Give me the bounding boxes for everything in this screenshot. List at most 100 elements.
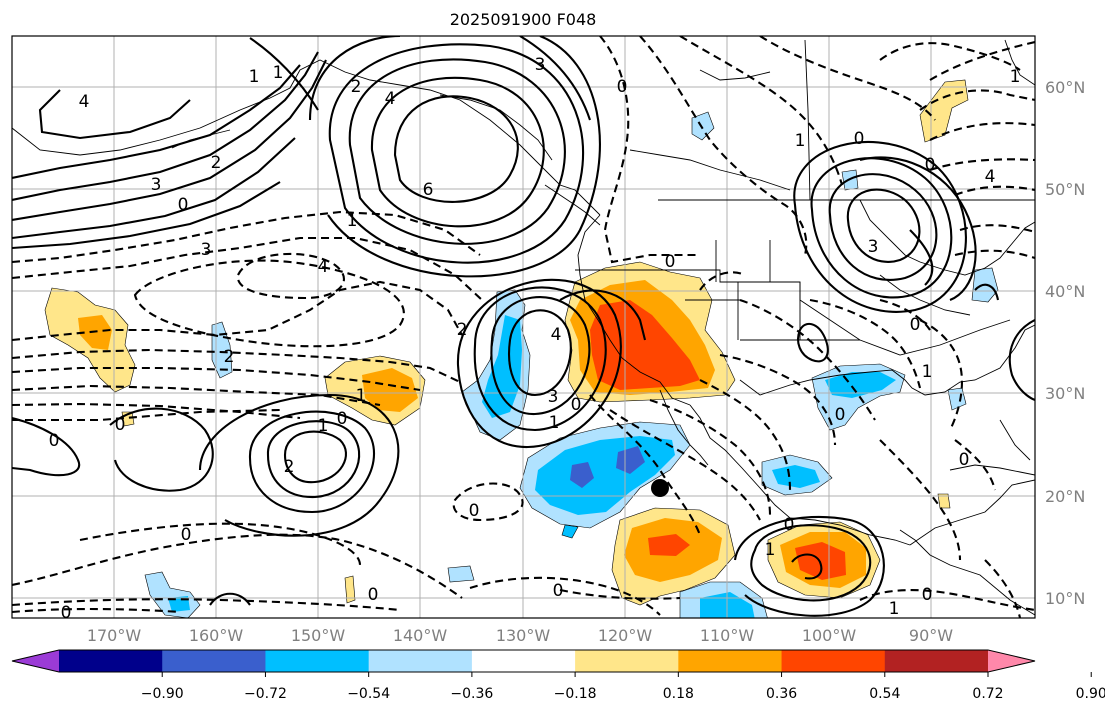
solid-contour-gulf-of-alaska — [393, 95, 519, 203]
colorbar-segment — [678, 650, 783, 672]
contour-label: 1 — [1010, 67, 1021, 87]
colorbar-tick-label: −0.90 — [141, 686, 184, 702]
contour-label: 3 — [201, 240, 212, 260]
contour-label: 1 — [347, 211, 358, 231]
colorbar-segment — [59, 650, 163, 672]
lon-label: 160°W — [189, 626, 244, 645]
colorbar-segment — [575, 650, 679, 672]
colorbar-tick-label: 0.72 — [972, 686, 1003, 702]
lon-label: 120°W — [598, 626, 653, 645]
longitude-labels: 170°W 160°W 150°W 140°W 130°W 120°W 110°… — [87, 626, 953, 645]
lon-label: 170°W — [87, 626, 142, 645]
contour-label: 2 — [224, 347, 235, 367]
dashed-contour-pacific-1 — [12, 210, 481, 264]
colorbar-tick-label: −0.72 — [244, 686, 287, 702]
contour-label: 1 — [765, 540, 776, 560]
colorbar-segment — [884, 650, 989, 672]
contour-label: 1 — [249, 67, 260, 87]
contour-label: 0 — [665, 252, 676, 272]
lon-label: 100°W — [802, 626, 857, 645]
map-area: 4 1 2 3 0 4 6 3 2 1 0 3 1 4 2 2 1 0 0 1 … — [12, 36, 1035, 623]
colorbar-segment — [368, 650, 473, 672]
colorbar-segment — [471, 650, 576, 672]
dashed-contour-south — [12, 533, 463, 599]
coastlines — [12, 39, 1035, 616]
contour-label: 0 — [61, 603, 72, 623]
latitude-labels: 60°N 50°N 40°N 30°N 20°N 10°N — [1045, 78, 1085, 608]
solid-contour-canada — [846, 188, 921, 263]
colorbar-tick-label: −0.54 — [347, 686, 390, 702]
dashed-contours — [12, 36, 1035, 618]
lat-label: 50°N — [1045, 180, 1085, 199]
contour-labels: 4 1 2 3 0 4 6 3 2 1 0 3 1 4 2 2 1 0 0 1 … — [49, 55, 1021, 623]
contour-label: 0 — [854, 129, 865, 149]
contour-label: 3 — [151, 175, 162, 195]
lon-label: 140°W — [393, 626, 448, 645]
lon-label: 150°W — [291, 626, 346, 645]
solid-contour-hawaii-ridge — [283, 430, 347, 484]
colorbar-tick-label: 0.54 — [869, 686, 900, 702]
lon-label: 110°W — [700, 626, 755, 645]
contour-label: 1 — [273, 63, 284, 83]
colorbar-tick-label: 0.36 — [766, 686, 797, 702]
contour-label: 3 — [548, 387, 559, 407]
lat-label: 10°N — [1045, 589, 1085, 608]
colorbar-segment — [162, 650, 266, 672]
anomaly-contours — [12, 36, 1035, 617]
dashed-contour-west-coast — [599, 36, 700, 264]
solid-contour-pacific-1 — [12, 64, 301, 180]
contour-label: 1 — [889, 599, 900, 619]
colorbar-tick-label: −0.36 — [450, 686, 493, 702]
contour-label: 4 — [318, 257, 329, 277]
contour-label: 0 — [835, 405, 846, 425]
contour-label: 1 — [549, 413, 560, 433]
contour-label: 0 — [925, 155, 936, 175]
lon-label: 130°W — [496, 626, 551, 645]
contour-label: 2 — [457, 320, 468, 340]
contour-label: 4 — [985, 167, 996, 187]
colorbar-tick-label: 0.18 — [663, 686, 694, 702]
lat-label: 40°N — [1045, 282, 1085, 301]
contour-label: 1 — [318, 416, 329, 436]
colorbar-segment — [781, 650, 886, 672]
contour-label: 1 — [795, 131, 806, 151]
contour-label: 4 — [551, 325, 562, 345]
contour-label: 2 — [211, 153, 222, 173]
contour-label: 4 — [385, 89, 396, 109]
contour-label: 0 — [784, 515, 795, 535]
contour-label: 0 — [571, 395, 582, 415]
contour-label: 0 — [181, 525, 192, 545]
contour-label: 0 — [922, 585, 933, 605]
contour-label: 3 — [535, 55, 546, 75]
contour-label: 3 — [868, 237, 879, 257]
colorbar-extend-low — [12, 650, 59, 672]
colorbar-extend-high — [988, 650, 1035, 672]
shaded-anomalies — [44, 79, 999, 618]
contour-label: 0 — [178, 195, 189, 215]
lat-label: 60°N — [1045, 78, 1085, 97]
contour-label: 6 — [423, 180, 434, 200]
contour-label: 0 — [910, 315, 921, 335]
map-frame — [11, 35, 1036, 619]
colorbar-outline — [11, 649, 1036, 673]
contour-label: 0 — [337, 409, 348, 429]
colorbar-tick-label: 0.90 — [1076, 686, 1105, 702]
contour-label: 1 — [356, 386, 367, 406]
contour-label: 0 — [469, 501, 480, 521]
solid-contour-trough-ca — [508, 309, 572, 397]
storm-location-marker — [651, 479, 669, 497]
contour-label: 2 — [284, 457, 295, 477]
contour-label: 0 — [49, 431, 60, 451]
colorbar-tick-label: −0.18 — [554, 686, 597, 702]
contour-label: 0 — [553, 581, 564, 601]
map-title: 2025091900 F048 — [450, 10, 597, 29]
contour-label: 0 — [368, 585, 379, 605]
lon-label: 90°W — [909, 626, 953, 645]
contour-label: 0 — [617, 77, 628, 97]
contour-label: 4 — [79, 92, 90, 112]
contour-label: 2 — [351, 77, 362, 97]
lat-label: 30°N — [1045, 384, 1085, 403]
colorbar-segment — [265, 650, 370, 672]
lat-label: 20°N — [1045, 487, 1085, 506]
contour-label: 0 — [115, 415, 126, 435]
